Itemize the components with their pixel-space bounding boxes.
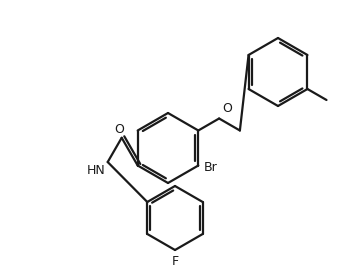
Text: O: O [114, 123, 124, 136]
Text: Br: Br [203, 161, 217, 174]
Text: F: F [172, 255, 179, 268]
Text: HN: HN [87, 164, 106, 177]
Text: O: O [222, 103, 232, 116]
